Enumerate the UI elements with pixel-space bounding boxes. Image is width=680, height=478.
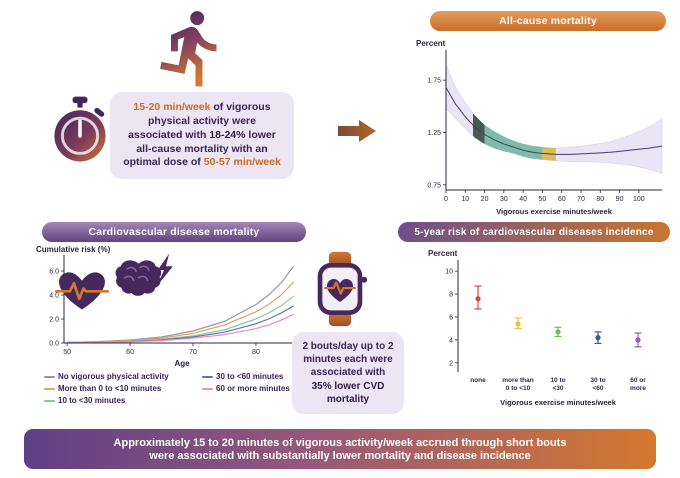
legend-item: 10 to <30 minutes: [44, 395, 202, 406]
legend-label: 10 to <30 minutes: [58, 396, 126, 405]
bouts-text: 2 bouts/day up to 2 minutes each were as…: [302, 341, 394, 379]
svg-text:Percent: Percent: [428, 249, 458, 258]
risk-point: [595, 335, 601, 341]
legend-swatch: [44, 399, 55, 402]
all-cause-mortality-chart: 0 10 20 30 40 50 60 70 80 90 100 0.75 1.25 1.75 Percen…: [416, 39, 663, 216]
risk-point: [515, 321, 521, 327]
svg-text:<60: <60: [592, 385, 603, 392]
heart-ecg-icon: [55, 270, 109, 319]
svg-text:60 or: 60 or: [630, 377, 646, 384]
svg-text:Vigorous exercise minutes/week: Vigorous exercise minutes/week: [500, 398, 617, 407]
risk-point: [635, 337, 641, 343]
svg-text:90: 90: [616, 196, 624, 203]
risk-point: [555, 329, 561, 335]
svg-text:60: 60: [126, 349, 134, 356]
svg-text:<30: <30: [552, 385, 563, 392]
svg-text:10: 10: [445, 269, 453, 276]
risk-point: [475, 296, 481, 302]
svg-text:6.0: 6.0: [49, 269, 59, 276]
highlight-band: [484, 125, 543, 160]
legend-swatch: [202, 387, 213, 390]
svg-text:Age: Age: [174, 359, 190, 368]
svg-text:more than: more than: [502, 377, 533, 384]
svg-text:8: 8: [449, 292, 453, 299]
svg-text:10: 10: [461, 196, 469, 203]
svg-text:30: 30: [500, 196, 508, 203]
svg-text:30 to: 30 to: [590, 377, 605, 384]
legend-swatch: [202, 375, 213, 378]
optimal-dose-text: 50-57 min/week: [203, 156, 281, 169]
svg-text:Cumulative risk (%): Cumulative risk (%): [36, 245, 111, 254]
svg-text:80: 80: [596, 196, 604, 203]
legend-item: 30 to <60 minutes: [202, 371, 322, 382]
legend-label: 60 or more minutes: [216, 384, 290, 393]
hazard-line: [445, 87, 663, 155]
bottom-banner: Approximately 15 to 20 minutes of vigoro…: [24, 429, 656, 469]
svg-text:10 to: 10 to: [550, 377, 565, 384]
svg-text:50: 50: [63, 349, 71, 356]
mortality-reduction-text: 18-24%: [209, 128, 246, 141]
svg-text:0.75: 0.75: [427, 182, 441, 189]
banner-line-1: Approximately 15 to 20 minutes of vigoro…: [113, 436, 567, 449]
cvd-mortality-legend: No vigorous physical activity More than 0…: [44, 371, 324, 406]
svg-text:4.0: 4.0: [49, 293, 59, 300]
svg-text:70: 70: [577, 196, 585, 203]
svg-text:1.25: 1.25: [427, 130, 441, 137]
svg-text:2: 2: [449, 360, 453, 367]
cvd-reduction-text: 35% lower CVD mortality: [311, 380, 385, 405]
cvd-mortality-chart: 50 60 70 80 0.0 2.0 4.0 6.0 Cumulative risk (%) A…: [36, 245, 300, 368]
highlight-band: [473, 113, 485, 144]
legend-label: 30 to <60 minutes: [216, 372, 284, 381]
svg-text:50: 50: [539, 196, 547, 203]
svg-text:60: 60: [558, 196, 566, 203]
legend-swatch: [44, 387, 55, 390]
svg-text:2.0: 2.0: [49, 317, 59, 324]
legend-item: 60 or more minutes: [202, 383, 322, 394]
cvd-mortality-header: Cardiovascular disease mortality: [42, 222, 306, 242]
svg-text:4: 4: [449, 337, 453, 344]
five-year-risk-header: 5-year risk of cardiovascular diseases i…: [398, 222, 670, 242]
svg-text:0.0: 0.0: [49, 341, 59, 348]
bouts-callout: 2 bouts/day up to 2 minutes each were as…: [292, 332, 404, 414]
svg-text:more: more: [630, 385, 646, 392]
legend-item: More than 0 to <10 minutes: [44, 383, 202, 394]
dose-range-text: 15-20 min/week: [133, 101, 211, 113]
svg-text:0: 0: [444, 196, 448, 203]
smartwatch-heart-icon: [312, 250, 368, 333]
legend-swatch: [44, 375, 55, 378]
svg-text:0 to <10: 0 to <10: [506, 385, 531, 392]
legend-label: No vigorous physical activity: [58, 372, 169, 381]
svg-text:100: 100: [633, 196, 645, 203]
svg-text:70: 70: [189, 349, 197, 356]
svg-text:Vigorous exercise minutes/week: Vigorous exercise minutes/week: [496, 207, 613, 216]
callout-text: of vigorous physical activity were assoc…: [128, 101, 271, 141]
arrow-right-icon: [336, 117, 378, 150]
callout-text: lower all-cause mortality with an optima…: [123, 128, 276, 169]
key-finding-callout: 15-20 min/week of vigorous physical acti…: [110, 92, 294, 180]
svg-text:6: 6: [449, 315, 453, 322]
stopwatch-icon: [48, 94, 112, 171]
runner-icon: [150, 6, 234, 95]
legend-label: More than 0 to <10 minutes: [58, 384, 162, 393]
risk-curve: [67, 313, 294, 344]
banner-line-2: were associated with substantially lower…: [149, 449, 531, 462]
svg-text:none: none: [470, 377, 486, 384]
all-cause-mortality-header: All-cause mortality: [430, 11, 666, 31]
legend-item: No vigorous physical activity: [44, 371, 202, 382]
svg-text:Percent: Percent: [416, 39, 446, 48]
svg-text:20: 20: [481, 196, 489, 203]
svg-text:80: 80: [252, 349, 260, 356]
svg-text:40: 40: [519, 196, 527, 203]
brain-lightning-icon: [112, 252, 178, 311]
svg-text:1.75: 1.75: [427, 78, 441, 85]
